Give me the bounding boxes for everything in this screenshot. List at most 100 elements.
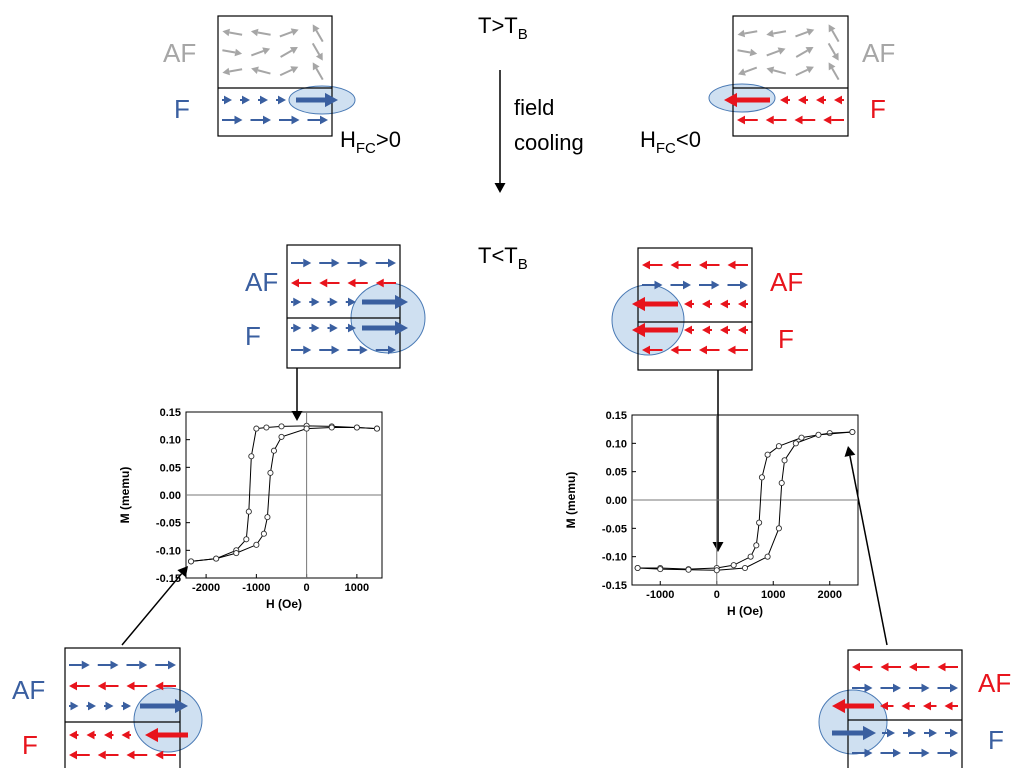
arrow-head	[740, 281, 748, 290]
highlight	[819, 690, 887, 754]
x-tick-label: 1000	[761, 589, 785, 601]
arrow-head	[950, 684, 958, 693]
arrow-head	[88, 702, 96, 711]
arrow-shaft	[738, 50, 751, 52]
arrow-head	[260, 96, 268, 105]
field-tail: <0	[676, 127, 701, 152]
data-point	[686, 567, 691, 572]
arrow-head	[320, 116, 328, 125]
layer-label: F	[870, 94, 886, 124]
arrow-head	[684, 300, 692, 309]
arrow-head	[82, 661, 90, 670]
x-tick-label: 0	[304, 582, 310, 594]
layer-label: AF	[978, 668, 1011, 698]
data-point	[271, 448, 276, 453]
y-tick-label: -0.05	[156, 518, 181, 530]
y-axis-label: M (memu)	[564, 472, 578, 529]
arrow-shaft	[313, 43, 320, 54]
arrow-head	[251, 29, 259, 37]
process-word: cooling	[514, 130, 584, 155]
arrow-head	[795, 116, 803, 125]
arrow-head	[222, 68, 230, 76]
arrow-shaft	[316, 30, 323, 41]
arrow-head	[263, 116, 271, 125]
y-tick-label: 0.00	[160, 490, 181, 502]
arrow-head	[699, 346, 707, 355]
arrow-head	[816, 96, 824, 105]
arrow-head	[780, 96, 788, 105]
arrow-head	[122, 731, 130, 740]
arrow-shaft	[832, 68, 839, 79]
arrow-head	[852, 663, 860, 672]
arrow-head	[845, 446, 856, 457]
data-point	[279, 424, 284, 429]
arrow-shaft	[316, 68, 323, 79]
arrow-shaft	[773, 70, 786, 73]
data-point	[765, 452, 770, 457]
field-main: H	[640, 127, 656, 152]
page: T>TB field cooling T<TB AF F HFC>0 AF F …	[0, 0, 1018, 768]
data-point	[268, 470, 273, 475]
arrow-head	[893, 684, 901, 693]
layer-label: AF	[12, 675, 45, 705]
y-tick-label: 0.10	[160, 435, 181, 447]
arrow-head	[713, 542, 724, 552]
arrow-shaft	[281, 51, 292, 58]
field-label: HFC<0	[640, 127, 701, 157]
data-point	[658, 567, 663, 572]
arrow-head	[71, 702, 79, 711]
arrow-head	[235, 116, 243, 125]
arrow-head	[720, 326, 728, 335]
y-tick-label: 0.15	[606, 410, 627, 422]
top-condition: T>TB	[478, 13, 528, 43]
x-tick-label: 2000	[818, 589, 842, 601]
arrow-head	[887, 729, 895, 738]
arrow-head	[950, 749, 958, 758]
diagram: T>TB field cooling T<TB AF F HFC>0 AF F …	[0, 0, 1018, 768]
arrow-head	[293, 324, 301, 333]
arrow-head	[319, 279, 327, 288]
arrow-head	[278, 96, 286, 105]
data-point	[779, 480, 784, 485]
x-tick-label: -2000	[192, 582, 220, 594]
arrow-shaft	[280, 32, 292, 36]
arrow-head	[738, 300, 746, 309]
data-point	[742, 565, 747, 570]
data-point	[304, 426, 309, 431]
arrow-head	[834, 96, 842, 105]
arrow-head	[330, 298, 338, 307]
arrow-head	[950, 729, 958, 738]
data-point	[234, 551, 239, 556]
data-point	[754, 543, 759, 548]
data-point	[714, 568, 719, 573]
arrow-head	[728, 346, 736, 355]
data-point	[776, 444, 781, 449]
arrow-head	[712, 281, 720, 290]
x-tick-label: 1000	[345, 582, 369, 594]
arrow-head	[332, 259, 340, 268]
data-point	[748, 554, 753, 559]
y-tick-label: 0.05	[160, 462, 181, 474]
arrow-head	[699, 261, 707, 270]
arrow-shaft	[229, 32, 242, 34]
y-tick-label: -0.10	[156, 545, 181, 557]
arrow-head	[303, 346, 311, 355]
layer-label: AF	[862, 38, 895, 68]
cond-sub: B	[518, 256, 528, 273]
arrow-head	[293, 298, 301, 307]
arrow-shaft	[829, 43, 836, 54]
arrow-head	[127, 751, 135, 760]
arrow-head	[98, 751, 106, 760]
layer-label: F	[174, 94, 190, 124]
data-point	[354, 425, 359, 430]
arrow-head	[893, 749, 901, 758]
arrow-shaft	[832, 30, 839, 41]
x-tick-label: -1000	[242, 582, 270, 594]
arrow-head	[224, 96, 232, 105]
arrow-head	[312, 298, 320, 307]
field-tail: >0	[376, 127, 401, 152]
data-point	[254, 426, 259, 431]
arrow-head	[139, 661, 147, 670]
arrow-head	[291, 279, 299, 288]
arrow-head	[738, 30, 746, 38]
